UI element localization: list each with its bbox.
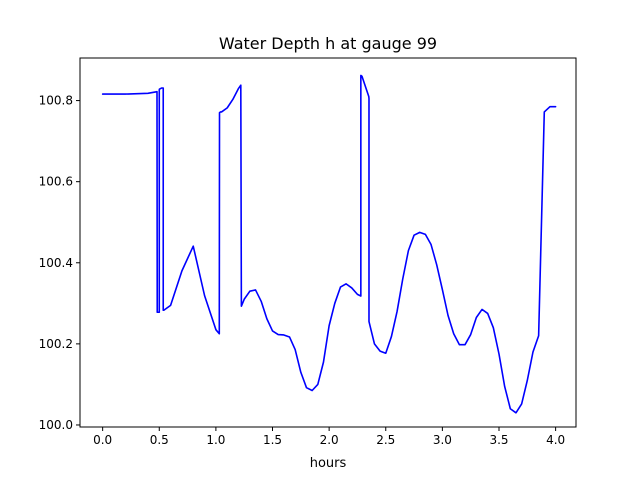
x-tick-label: 4.0 [546, 433, 565, 447]
series-layer [101, 74, 557, 414]
y-tick-label: 100.4 [39, 256, 73, 270]
x-axis-label: hours [310, 456, 347, 471]
x-tick-label: 0.0 [93, 433, 112, 447]
x-tick-label: 0.5 [150, 433, 169, 447]
series-line [101, 74, 557, 414]
x-tick-label: 1.0 [206, 433, 225, 447]
y-tick-label: 100.2 [39, 337, 73, 351]
y-tick-label: 100.6 [39, 175, 73, 189]
y-tick-label: 100.8 [39, 94, 73, 108]
x-tick-label: 1.5 [263, 433, 282, 447]
chart-title: Water Depth h at gauge 99 [219, 34, 437, 53]
x-tick-label: 2.5 [376, 433, 395, 447]
y-axis: 100.0 100.2 100.4 100.6 100.8 [39, 94, 80, 432]
y-tick-label: 100.0 [39, 418, 73, 432]
plot-frame [79, 57, 577, 428]
x-tick-label: 3.5 [489, 433, 508, 447]
x-axis: 0.0 0.5 1.0 1.5 2.0 2.5 3.0 3.5 4.0 [93, 427, 565, 447]
x-tick-label: 2.0 [320, 433, 339, 447]
plot-area [79, 57, 577, 428]
x-tick-label: 3.0 [433, 433, 452, 447]
